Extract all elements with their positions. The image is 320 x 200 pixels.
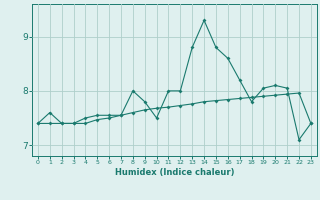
X-axis label: Humidex (Indice chaleur): Humidex (Indice chaleur)	[115, 168, 234, 177]
